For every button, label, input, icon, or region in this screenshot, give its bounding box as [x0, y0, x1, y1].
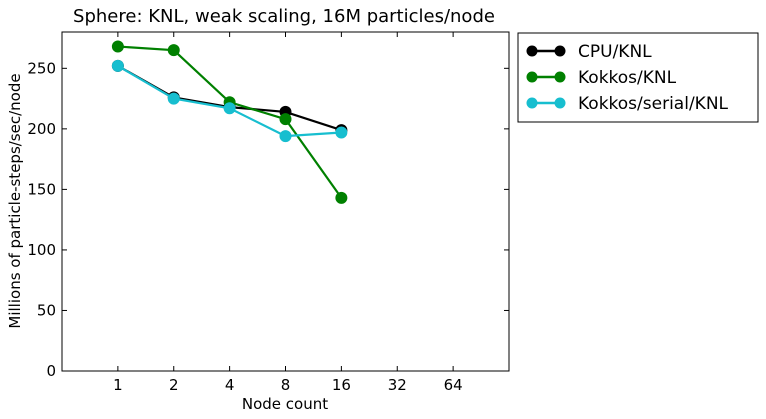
legend-marker: [554, 97, 566, 109]
data-point: [279, 113, 292, 126]
data-point: [279, 130, 292, 143]
series-1: [111, 40, 348, 204]
x-tick-label: 8: [281, 376, 291, 394]
x-tick-label: 4: [225, 376, 235, 394]
data-point: [335, 126, 348, 139]
x-axis-label: Node count: [242, 395, 328, 413]
x-tick-label: 64: [444, 376, 463, 394]
chart-title: Sphere: KNL, weak scaling, 16M particles…: [73, 6, 495, 27]
data-point: [335, 191, 348, 204]
y-axis-label: Millions of particle-steps/sec/node: [6, 73, 24, 328]
y-tick-label: 200: [27, 120, 56, 138]
x-tick-label: 32: [388, 376, 407, 394]
legend-marker: [554, 71, 566, 83]
series-2: [111, 59, 348, 143]
y-axis: 0 50 100 150 200 250: [27, 59, 509, 380]
y-tick-label: 250: [27, 59, 56, 77]
legend: CPU/KNL Kokkos/KNL Kokkos/serial/KNL: [517, 32, 759, 123]
data-point: [167, 44, 180, 57]
data-point: [223, 102, 236, 115]
data-point: [111, 59, 124, 72]
legend-marker: [526, 97, 538, 109]
legend-marker: [526, 71, 538, 83]
x-tick-label: 1: [113, 376, 123, 394]
x-tick-label: 2: [169, 376, 179, 394]
plot-series-group: [111, 40, 348, 204]
data-point: [167, 92, 180, 105]
series-line: [117, 45, 343, 199]
legend-item: Kokkos/serial/KNL: [526, 94, 729, 114]
y-tick-label: 0: [46, 362, 56, 380]
legend-label: Kokkos/serial/KNL: [578, 94, 729, 114]
legend-item: Kokkos/KNL: [526, 68, 677, 88]
y-tick-label: 150: [27, 180, 56, 198]
legend-item: CPU/KNL: [526, 42, 652, 62]
y-tick-label: 50: [37, 301, 56, 319]
legend-marker: [526, 45, 538, 57]
x-tick-label: 16: [332, 376, 351, 394]
plot-frame: [61, 31, 510, 372]
legend-label: Kokkos/KNL: [578, 68, 677, 88]
x-axis: 1 2 4 8 16 32 64: [113, 32, 463, 394]
y-tick-label: 100: [27, 241, 56, 259]
data-point: [111, 40, 124, 53]
legend-label: CPU/KNL: [578, 42, 652, 62]
legend-marker: [554, 45, 566, 57]
